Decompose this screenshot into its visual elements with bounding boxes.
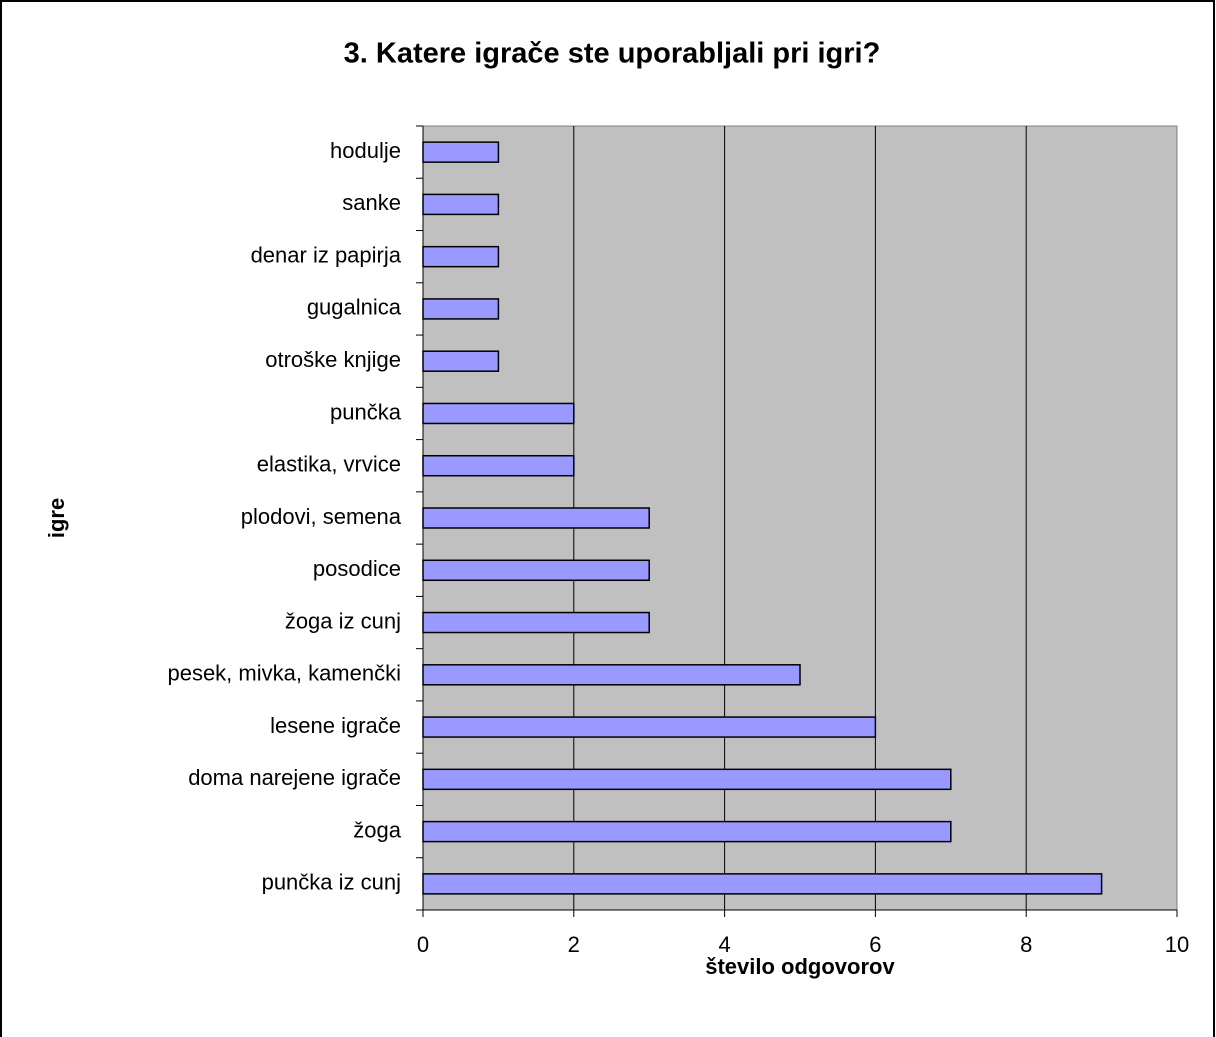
y-tick-label: elastika, vrvice xyxy=(257,452,401,477)
bar xyxy=(422,298,500,320)
chart-title: 3. Katere igrače ste uporabljali pri igr… xyxy=(344,38,881,70)
y-tick-label: žoga iz cunj xyxy=(285,608,401,633)
y-tick-label: pesek, mivka, kamenčki xyxy=(167,661,401,686)
bar xyxy=(422,768,952,791)
y-tick-label: gugalnica xyxy=(307,295,402,320)
y-tick-label: posodice xyxy=(313,556,401,581)
y-tick-label: lesene igrače xyxy=(270,713,401,738)
y-tick-label: otroške knjige xyxy=(265,347,401,372)
bar xyxy=(422,454,575,477)
y-tick-label: sanke xyxy=(342,190,401,215)
x-tick-label: 2 xyxy=(568,932,580,957)
bar xyxy=(422,350,500,372)
bar xyxy=(422,664,801,686)
x-axis-label: število odgovorov xyxy=(705,954,895,979)
x-tick-label: 0 xyxy=(417,932,429,957)
y-tick-label: plodovi, semena xyxy=(241,504,402,529)
y-tick-label: punčka iz cunj xyxy=(262,870,401,895)
bar xyxy=(422,820,952,843)
x-tick-label: 6 xyxy=(869,932,881,957)
x-tick-label: 4 xyxy=(718,932,730,957)
x-tick-label: 8 xyxy=(1020,932,1032,957)
bar xyxy=(422,873,1103,895)
y-tick-label: doma narejene igrače xyxy=(188,765,401,790)
y-tick-label: žoga xyxy=(353,817,401,842)
y-axis-label: igre xyxy=(44,498,69,538)
bar xyxy=(422,716,877,738)
bar xyxy=(422,507,650,529)
bar xyxy=(422,402,575,425)
y-tick-label: punčka xyxy=(330,399,402,424)
x-tick-label: 10 xyxy=(1165,932,1189,957)
bar xyxy=(422,245,500,268)
bar xyxy=(422,611,650,634)
bar xyxy=(422,141,500,163)
y-tick-label: denar iz papirja xyxy=(251,242,402,267)
bar xyxy=(422,193,500,216)
y-tick-label: hodulje xyxy=(330,138,401,163)
bar xyxy=(422,559,650,582)
